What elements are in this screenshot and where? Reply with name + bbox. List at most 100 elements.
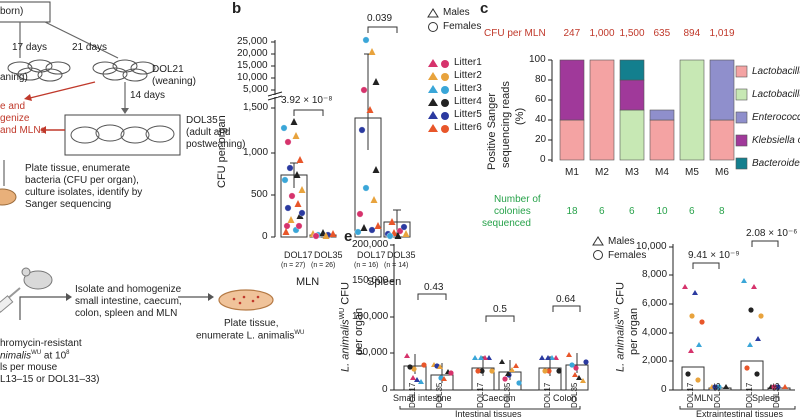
e-left-pt-5-1 [573, 365, 579, 371]
e-right-pt-0-6 [688, 348, 694, 353]
litter-triangle-4 [428, 98, 438, 106]
litter-circle-6 [441, 125, 449, 133]
a-dol35-sub1: (adult and [186, 127, 231, 138]
red-arrow-1 [29, 81, 96, 99]
c-panel-letter: c [480, 0, 489, 17]
a-21days: 21 days [72, 42, 108, 53]
b-n-1: (n = 27) [281, 262, 306, 269]
c-legend-bact: Bacteroides [752, 158, 800, 169]
e-right-ytick-4: 2,000 [642, 355, 668, 366]
c-colony-1: 18 [566, 206, 578, 217]
b-point-0 [283, 222, 291, 230]
c-cfu-label: CFU per MLN [484, 28, 546, 39]
d-iso-1: Isolate and homogenize [75, 284, 182, 295]
e-right-pt-2-4 [751, 284, 757, 289]
b-ytick-1: 20,000 [237, 48, 268, 59]
b-ytick-2: 15,000 [237, 60, 268, 71]
e-left-pt-2-5 [489, 368, 495, 374]
c-ylabel-3: (%) [514, 107, 526, 125]
e-right-pt-0-7 [695, 377, 701, 383]
e-left-pt-0-4 [414, 377, 420, 382]
e-left-pt-4-6 [545, 355, 551, 360]
e-right-bars [681, 278, 791, 391]
b-ytick-0: 25,000 [237, 36, 268, 47]
e-left-pt-4-3 [542, 368, 548, 374]
c-cfu-6: 1,019 [709, 28, 735, 39]
litter-circle-1 [441, 60, 449, 68]
e-left-pt-3-3 [502, 376, 508, 382]
b-legend-litter-1: Litter1 [454, 57, 482, 68]
c-colonies-label-3: sequenced [482, 218, 531, 229]
e-left-pt-4-2 [553, 355, 559, 360]
d-flow-arrow-1 [19, 296, 68, 320]
b-group-2: DOL35 [314, 250, 343, 260]
b-legend-litter-2: Litter2 [454, 70, 482, 81]
e-legend-circle [593, 250, 603, 260]
b-point-5 [294, 200, 302, 207]
e-left-pt-3-5 [516, 380, 522, 386]
b-point-43 [402, 230, 410, 237]
e-left-ytick-2: 100,000 [352, 311, 389, 322]
e-left-ytick-3: 50,000 [357, 347, 388, 358]
e-left-pt-5-3 [569, 362, 575, 368]
c-mouse-M6: M6 [715, 167, 729, 178]
e-right-pt-2-5 [758, 313, 764, 319]
a-plate-4: Sanger sequencing [25, 199, 112, 210]
a-dol21: DOL21 [152, 64, 184, 75]
litter-circle-5 [441, 112, 449, 120]
a-dol35-sub2: postweaning) [186, 139, 246, 150]
c-legend-entero: Enterococcu [752, 112, 800, 123]
e-left-p-brackets [417, 293, 581, 322]
e-left-pt-5-6 [572, 372, 578, 377]
c-ytick-4: 20 [535, 134, 547, 145]
litter-triangle-6 [428, 124, 438, 132]
b-point-26 [354, 228, 362, 236]
b-point-30 [356, 210, 364, 218]
b-ytick-4: 5,000 [243, 84, 269, 95]
b-y-ticks [271, 41, 275, 238]
e-left-pt-2-4 [482, 355, 488, 360]
a-red-text-3: and MLNs [0, 125, 46, 136]
e-right-pt-2-3 [744, 365, 750, 371]
d-plate-2: enumerate L. animalisWU [196, 330, 305, 342]
e-left-pt-0-5 [421, 362, 427, 368]
e-left-ytick-4: 0 [382, 384, 388, 395]
e-right-ytick-2: 6,000 [642, 298, 668, 309]
c-bar-M3-4 [619, 59, 645, 81]
e-left-pt-5-2 [580, 378, 586, 383]
b-data-points [280, 36, 410, 240]
e-right-pt-2-0 [741, 278, 747, 283]
b-point-4 [284, 204, 292, 212]
b-n-3: (n = 16) [354, 262, 379, 269]
e-right-pt-0-4 [692, 290, 698, 295]
litter-circle-4 [441, 99, 449, 107]
e-p-colon: 0.64 [556, 294, 576, 305]
b-legend-litter-3: Litter3 [454, 83, 482, 94]
a-dol35: DOL35 [186, 115, 218, 126]
bracket-intestinal [399, 406, 581, 410]
b-legend-litter-5: Litter5 [454, 109, 482, 120]
b-point-1 [287, 216, 295, 223]
b-n-4: (n = 14) [384, 262, 409, 269]
b-group-4: DOL35 [387, 250, 416, 260]
e-right-pt-2-1 [748, 307, 754, 313]
e-panel-letter: e [344, 228, 353, 245]
e-left-pt-0-2 [418, 379, 424, 384]
b-point-12 [284, 138, 292, 146]
a-14days: 14 days [130, 90, 166, 101]
c-bar-M4-0 [649, 119, 675, 161]
c-mouse-M2: M2 [595, 167, 609, 178]
b-ytick-7: 500 [251, 189, 268, 200]
c-cfu-4: 635 [653, 28, 671, 39]
c-legend-swatch-bact [735, 157, 748, 170]
e-left-ylabel: L. animalisWU CFU [339, 282, 352, 372]
b-point-35 [366, 106, 374, 113]
b-point-34 [358, 126, 366, 134]
e-left-ytick-1: 150,000 [352, 275, 389, 286]
c-legend-swatch-entero [735, 111, 748, 124]
e-left-pt-0-0 [404, 353, 410, 358]
e-p-si: 0.43 [424, 282, 444, 293]
e-tissue-si: Small intestine [393, 393, 452, 403]
b-point-17 [282, 228, 290, 235]
c-bar-M6-2 [709, 59, 735, 121]
